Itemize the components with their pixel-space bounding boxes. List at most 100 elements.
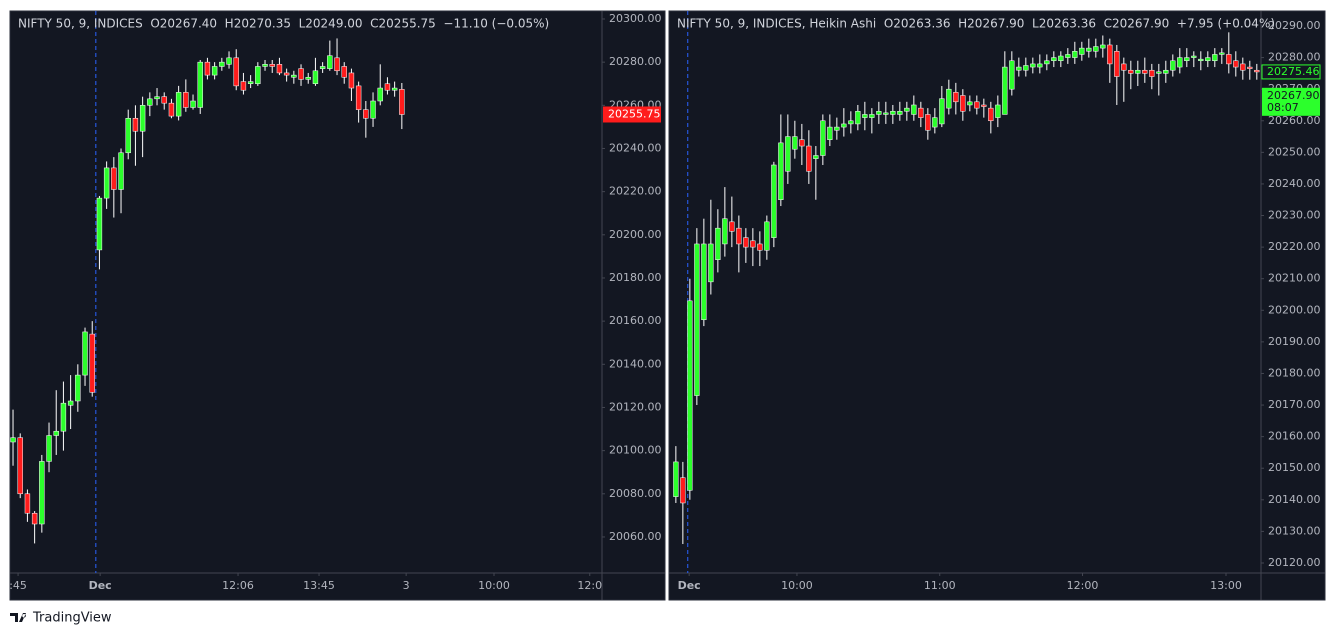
- y-tick-label: 20160.00: [609, 314, 662, 327]
- candle-body: [729, 221, 735, 232]
- y-tick-label: 20250.00: [1268, 145, 1321, 158]
- candle-body: [391, 87, 398, 91]
- candle-body: [1156, 71, 1162, 74]
- candle-body: [1205, 57, 1211, 61]
- candle-body: [694, 243, 700, 396]
- brand-name: TradingView: [32, 611, 112, 626]
- candle-body: [341, 66, 347, 78]
- candle-body: [103, 167, 110, 199]
- y-tick-label: 20230.00: [1268, 209, 1321, 222]
- candle-body: [53, 430, 59, 436]
- candle-body: [1030, 63, 1036, 68]
- panel-background: [668, 10, 1326, 601]
- y-tick-label: 20300.00: [609, 12, 662, 25]
- candle-body: [792, 136, 798, 150]
- candle-body: [10, 437, 16, 443]
- chart-panel: 20060.00 20080.00 20100.00 20120.00 20140.00…: [9, 10, 666, 601]
- candle-body: [60, 402, 67, 432]
- brand-logo: [10, 613, 26, 622]
- chart-panel: 20120.00 20130.00 20140.00 20150.00 20160.00…: [668, 10, 1326, 601]
- candle-body: [757, 243, 763, 251]
- candle-body: [1058, 55, 1064, 61]
- candle-body: [1142, 69, 1148, 74]
- candle-body: [1002, 66, 1008, 115]
- y-tick-label: 20170.00: [1268, 398, 1321, 411]
- candle-body: [855, 111, 861, 125]
- y-tick-label: 20100.00: [609, 444, 662, 457]
- candle-body: [918, 107, 924, 118]
- candle-body: [1037, 63, 1043, 68]
- candle-body: [708, 243, 714, 283]
- candle-body: [348, 72, 355, 89]
- candle-body: [715, 227, 721, 260]
- candle-body: [197, 61, 203, 108]
- y-tick-label: 20200.00: [609, 228, 662, 241]
- candle-body: [1240, 63, 1246, 71]
- candle-body: [960, 95, 966, 112]
- candle-body: [305, 77, 311, 80]
- ha-close-label: 20275.46: [1267, 65, 1320, 78]
- candle-body: [255, 66, 261, 84]
- candle-body: [132, 118, 139, 132]
- candle-body: [862, 114, 868, 118]
- y-tick-label: 20160.00: [1268, 430, 1321, 443]
- time-axis: :45 Dec 12:06 13:45 3 10:00 12:0: [9, 573, 602, 592]
- candle-body: [363, 109, 369, 119]
- candle-body: [1044, 60, 1050, 65]
- candle-body: [312, 70, 319, 84]
- y-tick-label: 20130.00: [1268, 524, 1321, 537]
- y-tick-label: 20290.00: [1268, 19, 1321, 32]
- x-tick-label: 13:45: [303, 579, 335, 592]
- candle-body: [897, 111, 903, 115]
- candle-body: [1219, 52, 1225, 55]
- candle-body: [298, 68, 304, 80]
- candle-body: [911, 104, 917, 115]
- y-tick-label: 20280.00: [609, 55, 662, 68]
- x-tick-label: Dec: [678, 579, 701, 592]
- candle-body: [1170, 60, 1176, 71]
- candle-body: [820, 120, 826, 156]
- candle-body: [722, 218, 728, 245]
- candles: [10, 38, 405, 544]
- candle-body: [111, 167, 117, 190]
- last-price-tag: [603, 106, 661, 123]
- candle-body: [939, 98, 945, 125]
- candle-body: [39, 461, 45, 525]
- candle-body: [1184, 57, 1190, 61]
- y-tick-label: 20220.00: [1268, 240, 1321, 253]
- candle-body: [82, 331, 88, 376]
- candle-body: [247, 81, 254, 84]
- countdown-label: 08:07: [1267, 101, 1299, 114]
- candle-body: [806, 145, 812, 172]
- y-tick-label: 20120.00: [1268, 556, 1321, 569]
- y-tick-label: 20280.00: [1268, 51, 1321, 64]
- candle-body: [988, 107, 994, 122]
- candle-body: [262, 64, 268, 67]
- candle-body: [673, 461, 679, 497]
- candle-body: [118, 152, 124, 190]
- x-tick-label: :45: [9, 579, 27, 592]
- y-tick-label: 20190.00: [1268, 335, 1321, 348]
- candle-body: [291, 74, 297, 78]
- candle-body: [1072, 51, 1078, 58]
- x-tick-label: Dec: [89, 579, 112, 592]
- y-tick-label: 20240.00: [609, 141, 662, 154]
- candle-body: [1198, 58, 1204, 61]
- candle-body: [1233, 60, 1239, 68]
- candle-body: [211, 66, 218, 76]
- y-tick-label: 20240.00: [1268, 177, 1321, 190]
- candle-body: [1107, 44, 1113, 65]
- candle-body: [1100, 44, 1106, 49]
- candle-body: [319, 66, 326, 69]
- candle-body: [701, 243, 707, 321]
- candle-body: [932, 117, 938, 128]
- candle-body: [204, 61, 211, 76]
- x-tick-label: 10:00: [781, 579, 813, 592]
- candle-body: [161, 96, 167, 104]
- candle-body: [680, 477, 686, 504]
- candle-body: [743, 237, 749, 248]
- candle-body: [370, 100, 376, 119]
- candle-body: [1065, 54, 1071, 58]
- candle-body: [1128, 69, 1134, 74]
- candle-body: [154, 96, 160, 100]
